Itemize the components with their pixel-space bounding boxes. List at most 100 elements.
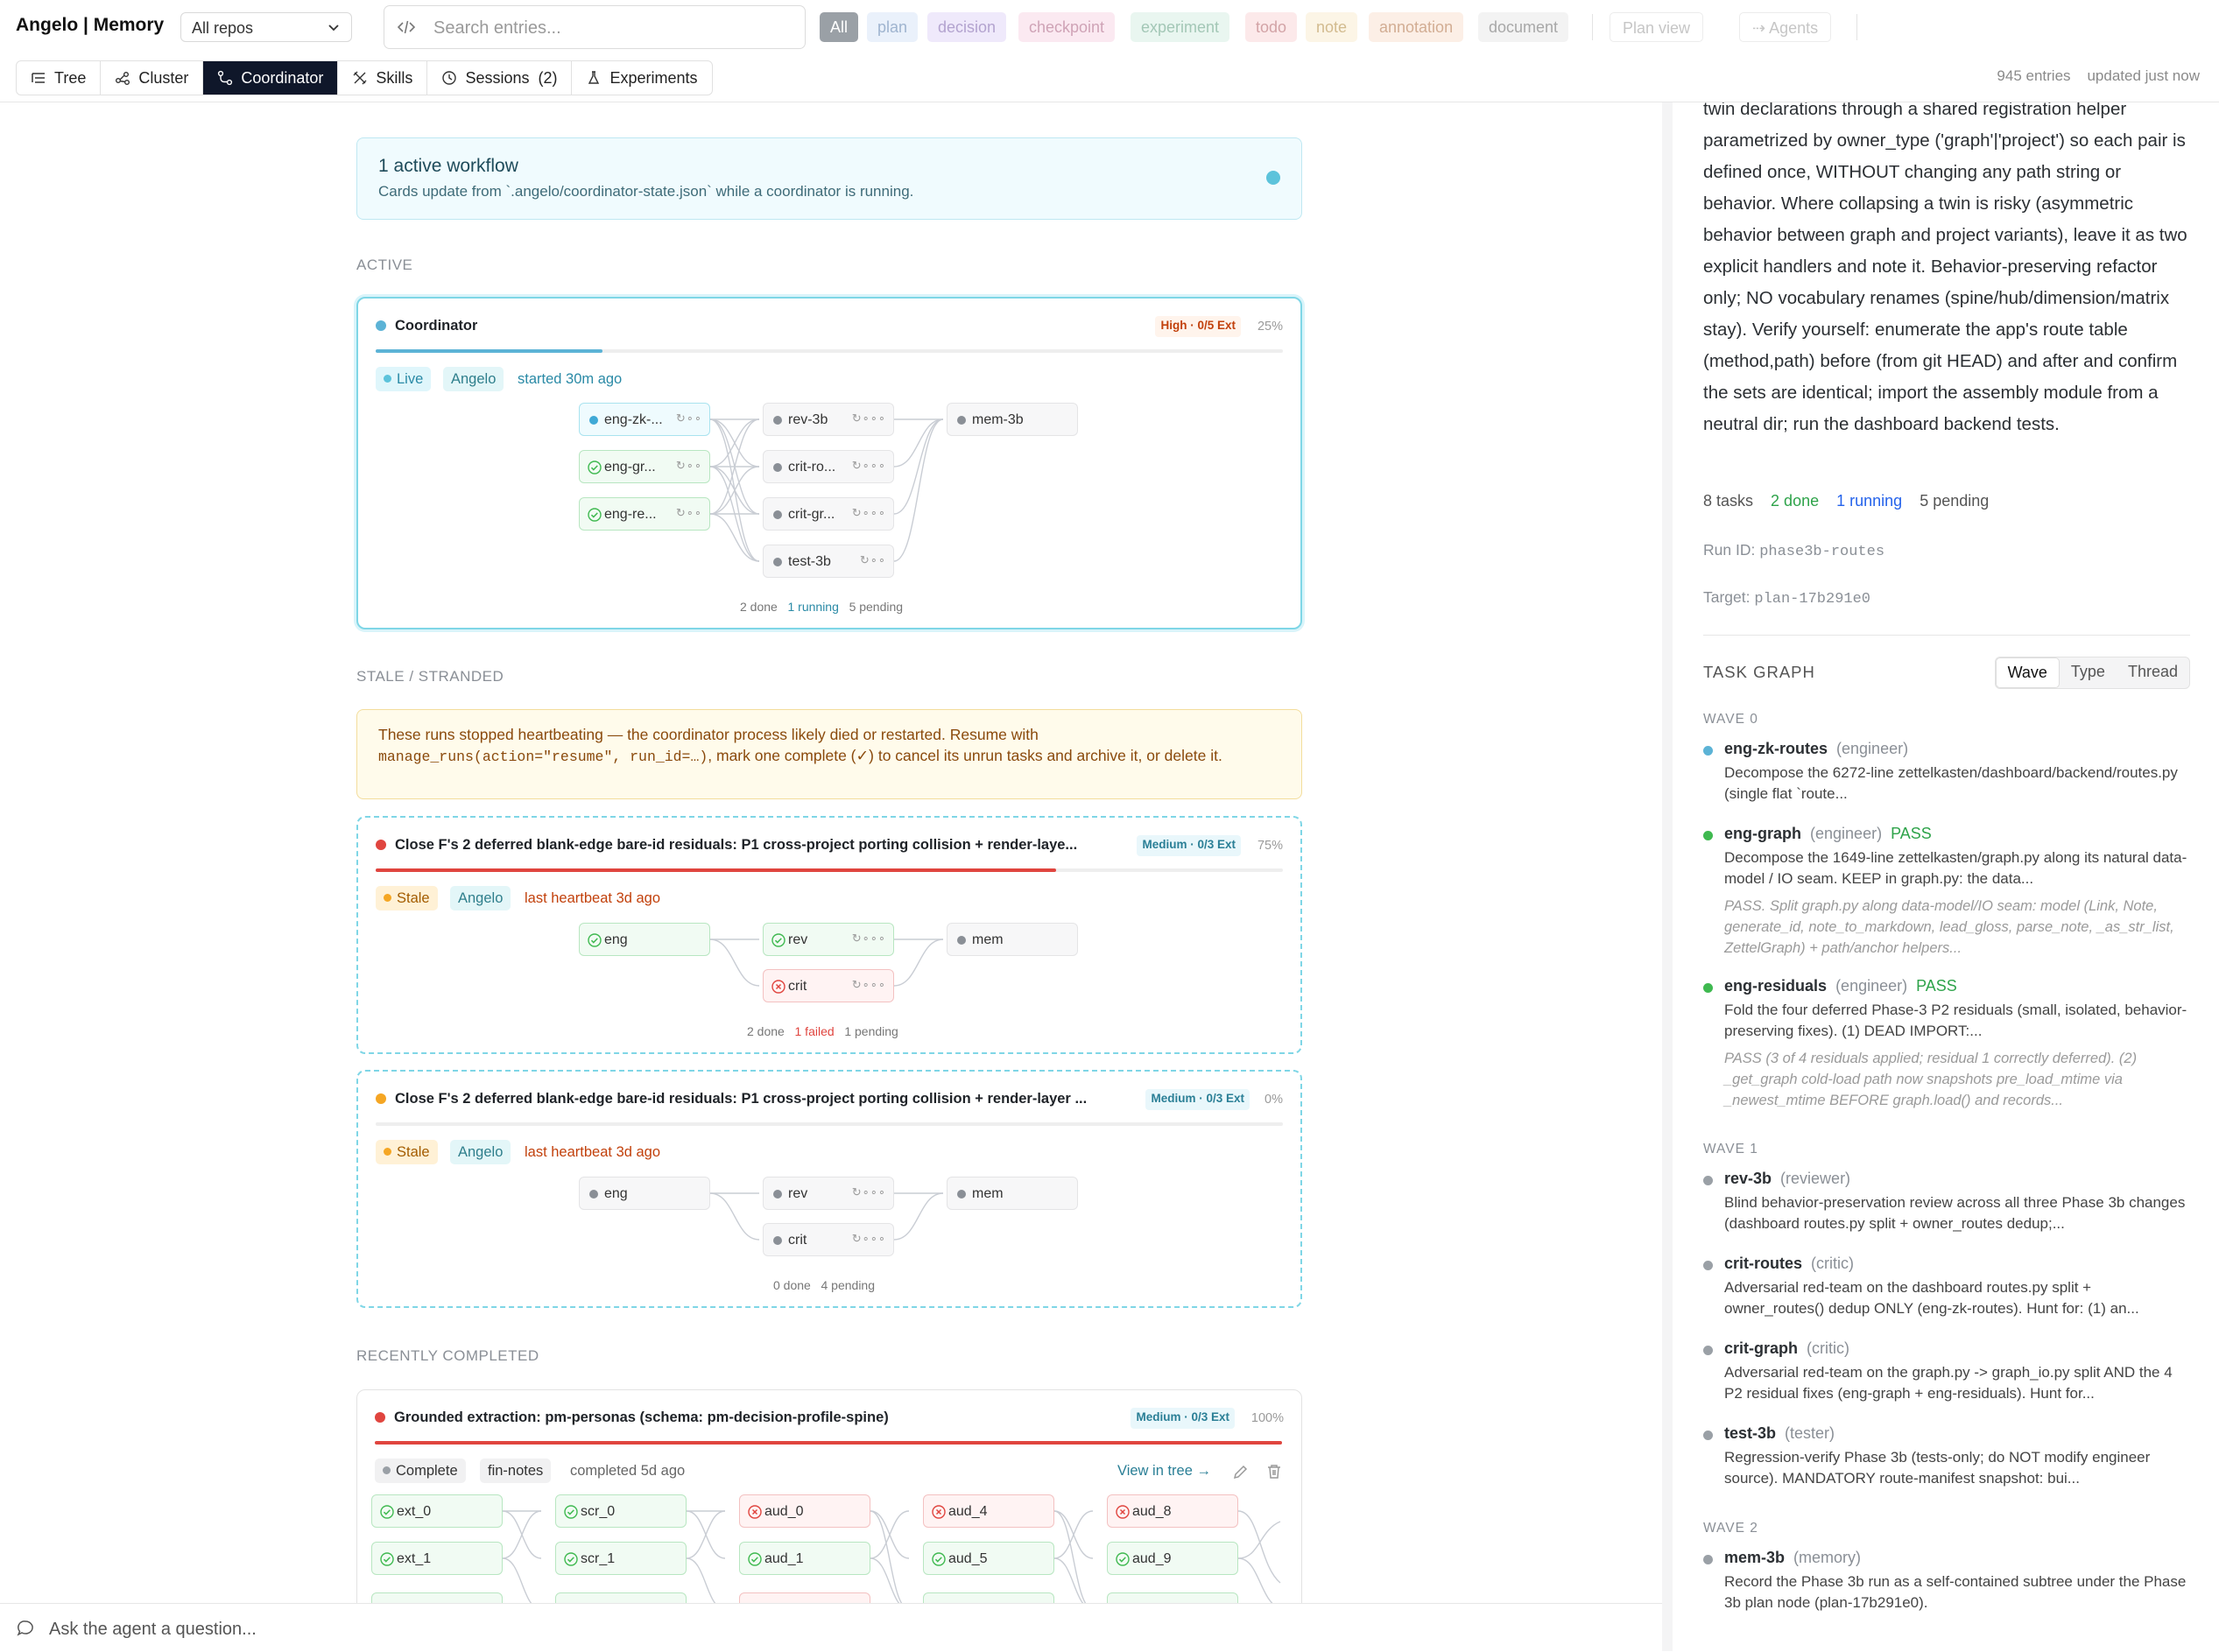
filter-plan[interactable]: plan <box>867 12 919 42</box>
filter-experiment[interactable]: experiment <box>1131 12 1230 42</box>
task-item[interactable]: crit-graph (critic) Adversarial red-team… <box>1703 1339 2194 1402</box>
code-icon <box>397 20 416 34</box>
task-item[interactable]: rev-3b (reviewer) Blind behavior-preserv… <box>1703 1170 2194 1232</box>
owner-badge: Angelo <box>443 367 504 391</box>
workflow-card-completed[interactable]: Grounded extraction: pm-personas (schema… <box>356 1389 1302 1603</box>
view-mode-thread[interactable]: Thread <box>2127 663 2178 680</box>
tab-cluster[interactable]: Cluster <box>101 61 204 95</box>
workflow-card-stale[interactable]: Close F's 2 deferred blank-edge bare-id … <box>356 1070 1302 1308</box>
agents-button[interactable]: ⇢ Agents <box>1739 12 1832 42</box>
task-item[interactable]: mem-3b (memory) Record the Phase 3b run … <box>1703 1549 2194 1611</box>
task-node[interactable]: eng-gr... ↻∘∘ <box>579 450 710 483</box>
task-node[interactable]: scr_1 <box>555 1542 687 1575</box>
wave-label: WAVE 1 <box>1703 1142 1758 1156</box>
task-node[interactable]: ext_1 <box>371 1542 503 1575</box>
task-node[interactable] <box>923 1592 1054 1603</box>
task-node[interactable]: scr_0 <box>555 1494 687 1528</box>
task-node[interactable]: rev-3b ↻∘∘∘ <box>763 403 894 436</box>
task-verdict: PASS <box>1891 825 1932 842</box>
node-status-icons: ↻∘∘∘ <box>851 459 886 472</box>
task-node[interactable]: mem-3b <box>947 403 1078 436</box>
tab-tree[interactable]: Tree <box>17 61 102 95</box>
task-node[interactable]: test-3b ↻∘∘ <box>763 545 894 578</box>
updated-status: updated just now <box>2087 67 2200 84</box>
task-id: rev-3b <box>1724 1170 1772 1187</box>
status-badge-label: Live <box>397 371 424 387</box>
task-summary: 2 done 1 failed 1 pending <box>747 1024 898 1038</box>
filter-decision[interactable]: decision <box>927 12 1007 42</box>
view-mode-type[interactable]: Type <box>2070 663 2105 680</box>
summary-running: 1 running <box>787 600 839 614</box>
stale-notice-tail: , mark one complete (✓) to cancel its un… <box>708 747 1222 764</box>
task-node[interactable]: ext_0 <box>371 1494 503 1528</box>
task-node[interactable]: crit ↻∘∘∘ <box>763 1223 894 1256</box>
task-node[interactable]: rev ↻∘∘∘ <box>763 1177 894 1210</box>
task-node[interactable]: aud_0 <box>739 1494 870 1528</box>
search-box[interactable] <box>384 5 806 49</box>
task-node[interactable]: rev ↻∘∘∘ <box>763 923 894 956</box>
plan-view-button[interactable]: Plan view <box>1610 12 1704 42</box>
task-node[interactable] <box>739 1592 870 1603</box>
tab-experiments[interactable]: Experiments <box>572 61 711 95</box>
progress-fill <box>376 349 602 353</box>
tab-skills[interactable]: Skills <box>338 61 428 95</box>
priority-badge: High · 0/5 Ext <box>1155 316 1241 337</box>
task-node[interactable]: eng <box>579 1177 710 1210</box>
filter-document[interactable]: document <box>1478 12 1569 42</box>
edit-icon[interactable] <box>1231 1462 1250 1481</box>
task-node[interactable]: eng <box>579 923 710 956</box>
task-node[interactable]: aud_4 <box>923 1494 1054 1528</box>
task-status-dot <box>1703 1431 1713 1440</box>
progress-percent: 0% <box>1264 1093 1283 1107</box>
tab-coordinator[interactable]: Coordinator <box>203 61 339 95</box>
task-node-label: ext_0 <box>397 1504 432 1519</box>
task-node[interactable]: mem <box>947 923 1078 956</box>
chevron-down-icon <box>328 25 339 32</box>
task-node[interactable] <box>371 1592 503 1603</box>
search-input[interactable] <box>432 13 785 43</box>
entries-count: 945 entries <box>1997 67 2071 84</box>
x-circle-icon <box>932 1505 946 1519</box>
task-node[interactable]: crit-gr... ↻∘∘∘ <box>763 497 894 531</box>
task-item[interactable]: test-3b (tester) Regression-verify Phase… <box>1703 1424 2194 1487</box>
filter-note[interactable]: note <box>1306 12 1358 42</box>
task-item[interactable]: eng-residuals (engineer) PASS Fold the f… <box>1703 977 2194 1108</box>
status-badge: Stale <box>376 886 438 910</box>
filter-checkpoint[interactable]: checkpoint <box>1018 12 1116 42</box>
task-item[interactable]: crit-routes (critic) Adversarial red-tea… <box>1703 1255 2194 1317</box>
workflow-card-active[interactable]: Coordinator High · 0/5 Ext 25% Live Ange… <box>356 297 1302 629</box>
tab-sessions[interactable]: Sessions (2) <box>427 61 573 95</box>
ask-agent-input[interactable] <box>47 1615 751 1643</box>
view-in-tree-link[interactable]: View in tree → <box>1117 1463 1211 1479</box>
skills-icon <box>353 71 367 85</box>
node-status-icons: ↻∘∘ <box>675 459 702 472</box>
pane-divider[interactable] <box>1662 102 1673 1651</box>
workflow-card-stale[interactable]: Close F's 2 deferred blank-edge bare-id … <box>356 816 1302 1054</box>
task-node[interactable]: eng-zk-... ↻∘∘ <box>579 403 710 436</box>
filter-annotation[interactable]: annotation <box>1369 12 1464 42</box>
task-node[interactable]: crit-ro... ↻∘∘∘ <box>763 450 894 483</box>
status-dot <box>376 320 386 331</box>
task-node[interactable] <box>1107 1592 1238 1603</box>
task-node[interactable]: aud_1 <box>739 1542 870 1575</box>
cluster-icon <box>116 72 130 85</box>
task-node[interactable] <box>555 1592 687 1603</box>
repo-select[interactable]: All repos <box>180 12 352 42</box>
task-node[interactable]: aud_5 <box>923 1542 1054 1575</box>
task-node[interactable]: mem <box>947 1177 1078 1210</box>
task-role: (engineer) <box>1836 740 1909 757</box>
card-meta: completed 5d ago <box>570 1463 686 1479</box>
filter-all[interactable]: All <box>820 12 859 42</box>
node-status-icons: ↻∘∘∘ <box>851 1232 886 1245</box>
task-node[interactable]: crit ↻∘∘∘ <box>763 969 894 1002</box>
task-node[interactable]: eng-re... ↻∘∘ <box>579 497 710 531</box>
task-node[interactable]: aud_8 <box>1107 1494 1238 1528</box>
trash-icon[interactable] <box>1264 1462 1284 1481</box>
task-item[interactable]: eng-graph (engineer) PASS Decompose the … <box>1703 825 2194 956</box>
view-mode-wave[interactable]: Wave <box>1995 657 2060 688</box>
task-item[interactable]: eng-zk-routes (engineer) Decompose the 6… <box>1703 740 2194 802</box>
active-workflow-banner: 1 active workflow Cards update from `.an… <box>356 137 1302 220</box>
task-node[interactable]: aud_9 <box>1107 1542 1238 1575</box>
task-name: eng-zk-routes (engineer) <box>1724 740 1908 758</box>
filter-todo[interactable]: todo <box>1245 12 1298 42</box>
